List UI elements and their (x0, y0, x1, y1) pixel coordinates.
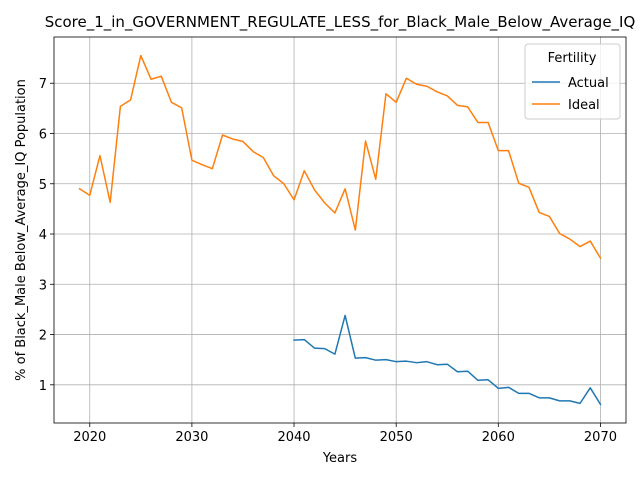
x-tick-label: 2060 (482, 430, 515, 445)
x-axis-ticks: 2020 2030 2040 2050 2060 2070 (73, 423, 617, 445)
y-tick-label: 7 (39, 77, 47, 92)
x-tick-label: 2050 (380, 430, 413, 445)
y-axis-ticks: 1 2 3 4 5 6 7 (39, 77, 54, 394)
series-line-ideal (78, 54, 602, 260)
plot-lines (78, 54, 602, 406)
legend-label-actual: Actual (568, 76, 609, 91)
legend-frame (524, 43, 621, 120)
y-tick-label: 1 (39, 379, 47, 394)
x-axis-label: Years (322, 451, 358, 466)
plot-frame (53, 36, 627, 424)
y-tick-label: 6 (39, 128, 47, 143)
y-axis-label: % of Black_Male Below_Average_IQ Populat… (14, 79, 29, 381)
series-line-actual (293, 314, 602, 406)
legend-label-ideal: Ideal (568, 98, 600, 113)
y-tick-label: 3 (39, 278, 47, 293)
x-tick-label: 2030 (175, 430, 208, 445)
x-tick-label: 2020 (73, 430, 106, 445)
grid (54, 37, 626, 423)
x-tick-label: 2070 (584, 430, 617, 445)
y-tick-label: 2 (39, 329, 47, 344)
legend: Fertility Actual Ideal (524, 43, 621, 120)
y-tick-label: 5 (39, 178, 47, 193)
chart-title: Score_1_in_GOVERNMENT_REGULATE_LESS_for_… (45, 13, 636, 32)
legend-title: Fertility (548, 51, 597, 66)
y-tick-label: 4 (39, 228, 47, 243)
x-tick-label: 2040 (277, 430, 310, 445)
